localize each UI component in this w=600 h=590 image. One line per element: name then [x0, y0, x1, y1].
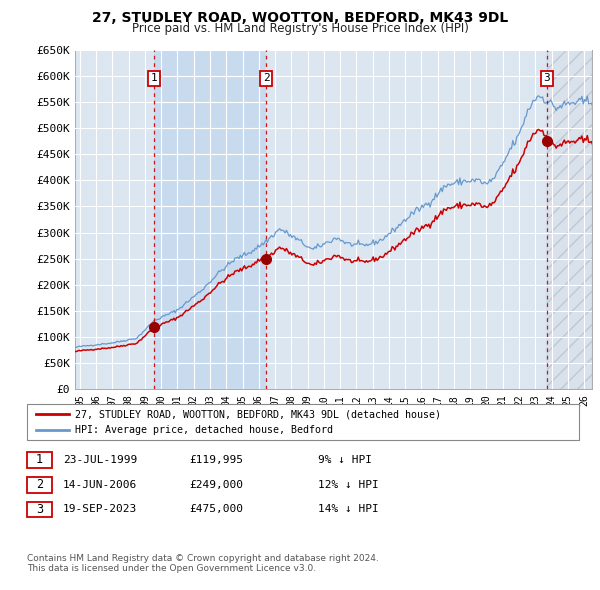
Text: Price paid vs. HM Land Registry's House Price Index (HPI): Price paid vs. HM Land Registry's House …	[131, 22, 469, 35]
Text: HPI: Average price, detached house, Bedford: HPI: Average price, detached house, Bedf…	[75, 425, 333, 435]
Text: 19-SEP-2023: 19-SEP-2023	[63, 504, 137, 514]
Text: This data is licensed under the Open Government Licence v3.0.: This data is licensed under the Open Gov…	[27, 564, 316, 573]
Text: 27, STUDLEY ROAD, WOOTTON, BEDFORD, MK43 9DL (detached house): 27, STUDLEY ROAD, WOOTTON, BEDFORD, MK43…	[75, 409, 441, 419]
Text: 27, STUDLEY ROAD, WOOTTON, BEDFORD, MK43 9DL: 27, STUDLEY ROAD, WOOTTON, BEDFORD, MK43…	[92, 11, 508, 25]
Text: 1: 1	[151, 73, 157, 83]
Text: 12% ↓ HPI: 12% ↓ HPI	[318, 480, 379, 490]
Text: 14% ↓ HPI: 14% ↓ HPI	[318, 504, 379, 514]
Text: £119,995: £119,995	[189, 455, 243, 465]
Text: 2: 2	[36, 478, 43, 491]
Text: £249,000: £249,000	[189, 480, 243, 490]
Text: 3: 3	[36, 503, 43, 516]
Text: 2: 2	[263, 73, 269, 83]
Text: 14-JUN-2006: 14-JUN-2006	[63, 480, 137, 490]
Text: 23-JUL-1999: 23-JUL-1999	[63, 455, 137, 465]
Bar	[547, 50, 592, 389]
Text: 1: 1	[36, 453, 43, 467]
Text: 9% ↓ HPI: 9% ↓ HPI	[318, 455, 372, 465]
Text: Contains HM Land Registry data © Crown copyright and database right 2024.: Contains HM Land Registry data © Crown c…	[27, 553, 379, 563]
Text: 3: 3	[544, 73, 550, 83]
Bar	[154, 50, 266, 389]
Text: £475,000: £475,000	[189, 504, 243, 514]
